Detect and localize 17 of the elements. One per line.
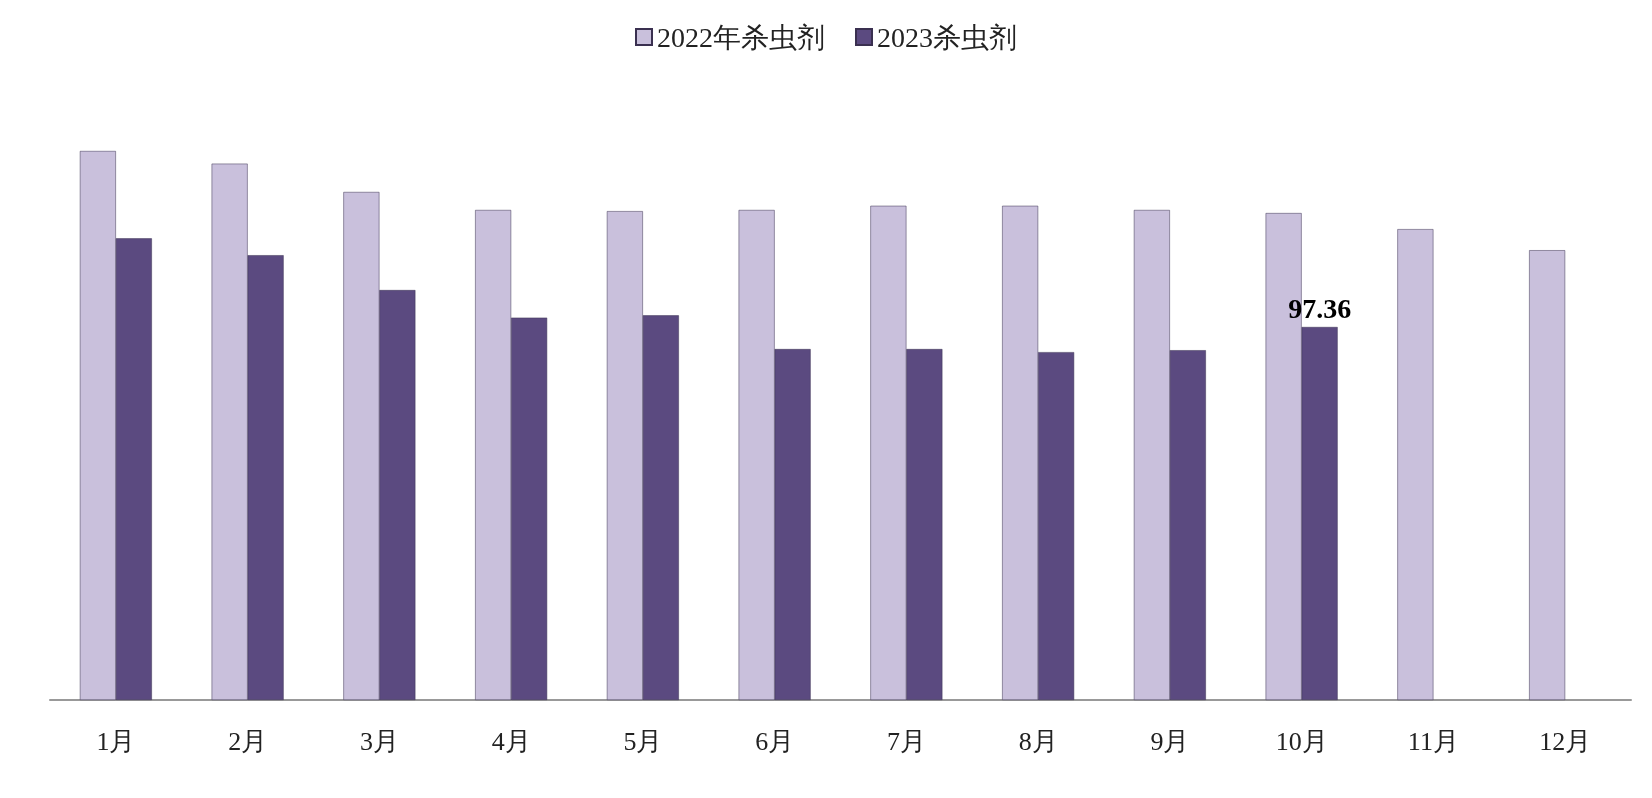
bar <box>1397 229 1434 700</box>
x-tick-label: 3月 <box>359 726 399 756</box>
x-tick-label: 5月 <box>623 726 663 756</box>
x-tick-label: 10月 <box>1275 726 1328 756</box>
x-tick-label: 2月 <box>228 726 268 756</box>
x-tick-label: 12月 <box>1539 726 1592 756</box>
x-tick-label: 8月 <box>1018 726 1058 756</box>
legend-label: 2022年杀虫剂 <box>657 21 825 53</box>
x-tick-label: 9月 <box>1150 726 1190 756</box>
x-tick-label: 1月 <box>96 726 136 756</box>
x-tick-label: 4月 <box>491 726 531 756</box>
bar <box>1529 250 1566 700</box>
x-tick-label: 11月 <box>1407 726 1459 756</box>
x-tick-label: 6月 <box>755 726 795 756</box>
legend-label: 2023杀虫剂 <box>877 21 1017 53</box>
data-label: 97.36 <box>1288 292 1352 324</box>
x-tick-label: 7月 <box>886 726 926 756</box>
